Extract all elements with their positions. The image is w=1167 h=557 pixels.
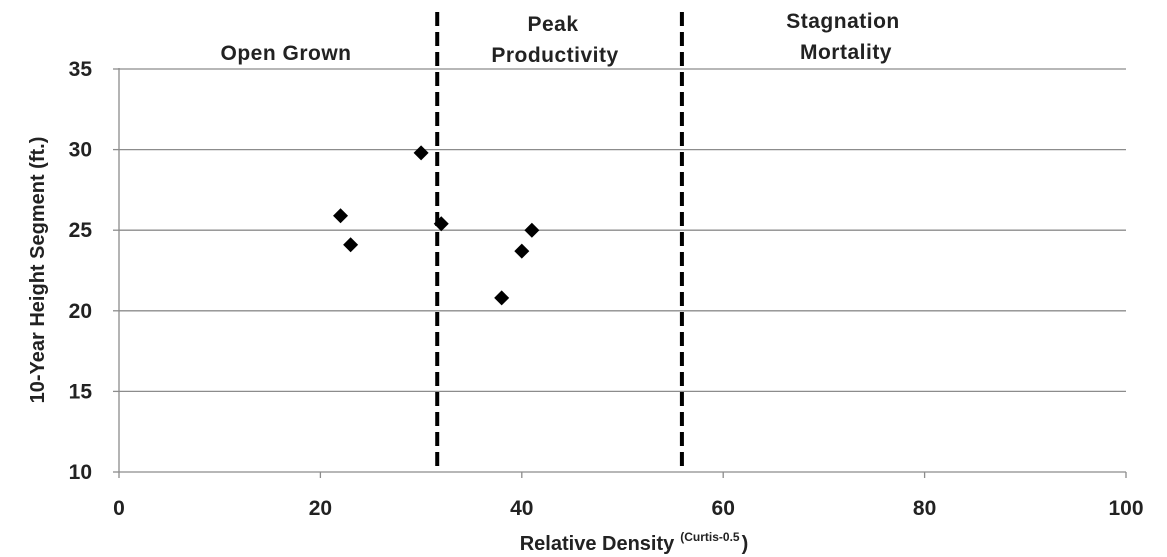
x-tick-label-20: 20 [309, 497, 332, 520]
x-tick-label-100: 100 [1108, 497, 1143, 520]
zone-label-open-grown: Open Grown [221, 42, 352, 65]
x-tick-label-0: 0 [113, 497, 125, 520]
zone-label-peak: Peak [527, 13, 578, 36]
x-axis-title-main: Relative Density [520, 533, 675, 555]
x-axis-title-suffix: ) [742, 533, 749, 555]
data-point-1 [333, 208, 349, 224]
data-point-2 [343, 237, 359, 253]
x-tick-label-60: 60 [712, 497, 735, 520]
data-point-6 [514, 243, 530, 259]
y-tick-label-25: 25 [69, 219, 93, 242]
y-tick-label-20: 20 [69, 300, 92, 323]
y-tick-label-15: 15 [69, 380, 93, 403]
data-point-7 [524, 222, 540, 238]
y-axis-title: 10-Year Height Segment (ft.) [27, 137, 49, 404]
data-point-5 [494, 290, 510, 306]
x-axis-title: Relative Density (Curtis-0.5) [520, 530, 749, 555]
y-tick-label-30: 30 [69, 139, 92, 162]
data-points [333, 145, 540, 306]
zone-boundaries [435, 12, 684, 472]
data-point-3 [413, 145, 429, 161]
axes [113, 68, 1127, 478]
y-tick-label-35: 35 [69, 58, 93, 81]
x-tick-labels: 0 20 40 60 80 100 [113, 497, 1143, 520]
x-tick-label-40: 40 [510, 497, 533, 520]
x-axis-title-superscript: (Curtis-0.5 [680, 530, 740, 544]
y-tick-label-10: 10 [69, 461, 92, 484]
y-tick-labels: 10 15 20 25 30 35 [69, 58, 93, 484]
zone-label-stagnation: Stagnation [786, 10, 900, 33]
x-tick-label-80: 80 [913, 497, 936, 520]
zone-label-productivity: Productivity [491, 44, 618, 67]
data-point-4 [433, 216, 449, 232]
zone-label-mortality: Mortality [800, 41, 892, 64]
gridlines [119, 68, 1126, 393]
